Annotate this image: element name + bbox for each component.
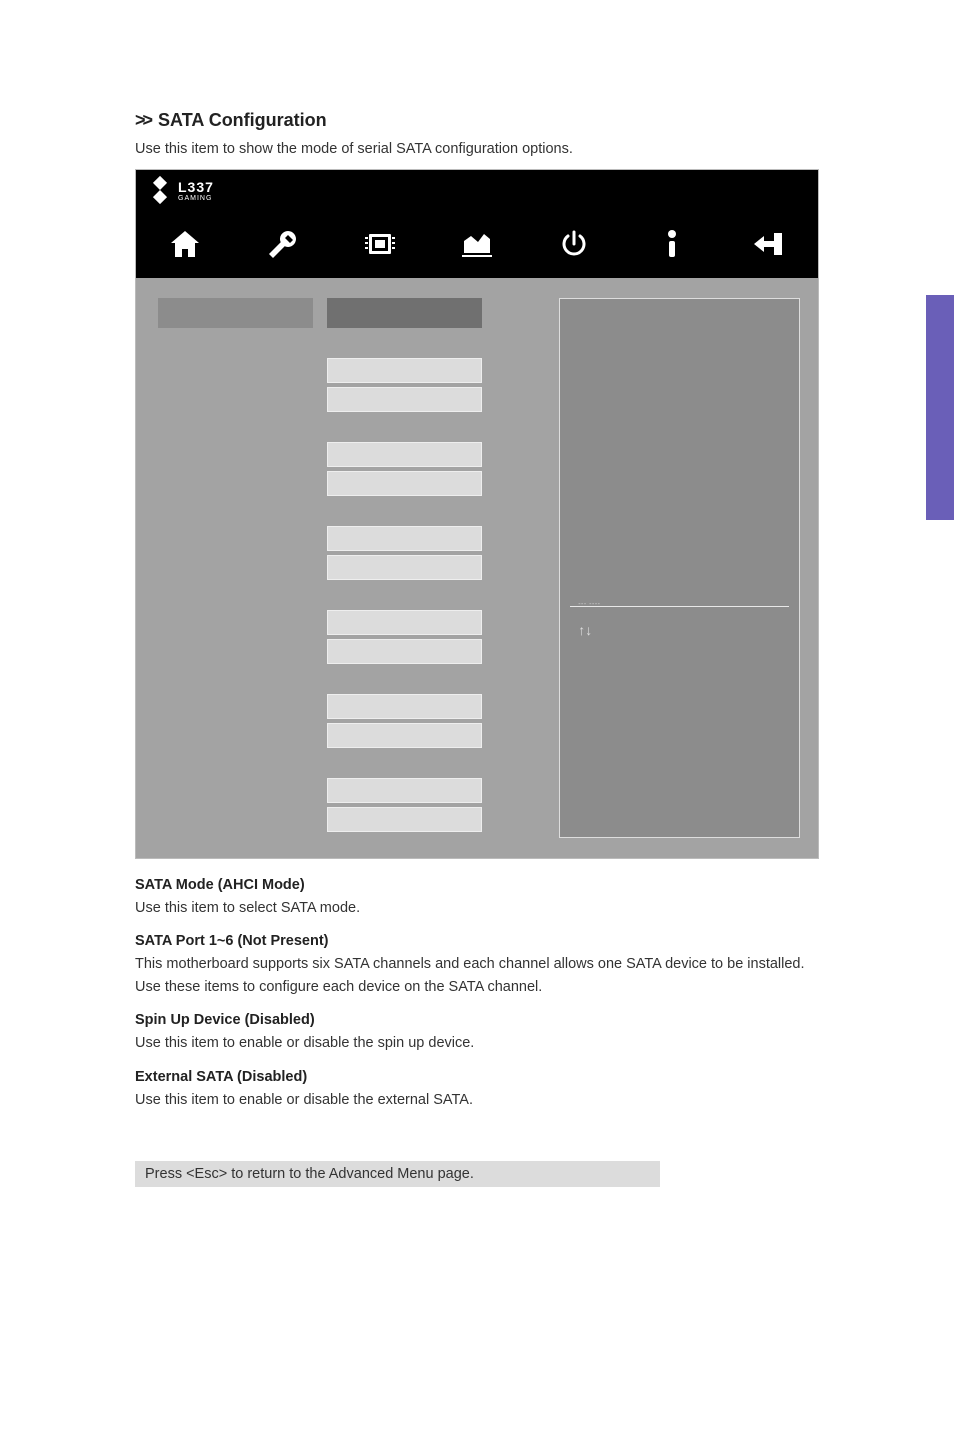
nav-tools[interactable]	[233, 229, 330, 259]
nav-home[interactable]	[136, 229, 233, 259]
logo-sub: GAMING	[178, 195, 214, 202]
port3-external[interactable]	[327, 555, 482, 580]
port4-external[interactable]	[327, 639, 482, 664]
bios-help-panel: --- ---- ↑↓	[559, 298, 800, 838]
chart-icon	[460, 229, 494, 259]
sata-ports-desc: This motherboard supports six SATA chann…	[135, 953, 819, 998]
help-divider	[570, 606, 789, 607]
nav-exit[interactable]	[721, 229, 818, 259]
info-icon	[662, 229, 682, 259]
port3-spinup[interactable]	[327, 526, 482, 551]
bios-screenshot: L337 GAMING	[135, 169, 819, 859]
sata-port-3-group	[158, 526, 531, 580]
section-intro: Use this item to show the mode of serial…	[135, 141, 819, 157]
sata-port-6-group	[158, 778, 531, 832]
exit-icon	[752, 229, 786, 259]
bios-right-panel: --- ---- ↑↓	[549, 278, 818, 858]
arrows-icon: ↑↓	[578, 622, 592, 638]
power-icon	[559, 229, 589, 259]
wrench-icon	[266, 229, 298, 259]
sata-mode-value[interactable]	[327, 298, 482, 328]
home-icon	[169, 229, 201, 259]
chevron-icon: >>	[135, 110, 150, 131]
spin-up-desc: Use this item to enable or disable the s…	[135, 1032, 819, 1054]
sata-mode-label	[158, 298, 313, 328]
sata-mode-desc: Use this item to select SATA mode.	[135, 897, 819, 919]
port2-external[interactable]	[327, 471, 482, 496]
sata-port-2-group	[158, 442, 531, 496]
esc-note: Press <Esc> to return to the Advanced Me…	[135, 1161, 660, 1187]
sata-port-5-group	[158, 694, 531, 748]
bios-body: --- ---- ↑↓	[136, 278, 818, 858]
logo-main: L337	[178, 179, 214, 195]
chip-icon	[362, 229, 398, 259]
bios-logo-bar: L337 GAMING	[136, 170, 818, 210]
descriptions: SATA Mode (AHCI Mode) Use this item to s…	[135, 877, 819, 1111]
sata-ports-heading: SATA Port 1~6 (Not Present)	[135, 933, 819, 949]
port1-external[interactable]	[327, 387, 482, 412]
port1-spinup[interactable]	[327, 358, 482, 383]
l337-diamond-icon	[146, 176, 174, 204]
port6-spinup[interactable]	[327, 778, 482, 803]
port2-spinup[interactable]	[327, 442, 482, 467]
external-sata-desc: Use this item to enable or disable the e…	[135, 1089, 819, 1111]
port5-external[interactable]	[327, 723, 482, 748]
section-title: SATA Configuration	[158, 110, 327, 131]
page-content: >> SATA Configuration Use this item to s…	[0, 0, 954, 1187]
sata-mode-heading: SATA Mode (AHCI Mode)	[135, 877, 819, 893]
sata-port-4-group	[158, 610, 531, 664]
nav-performance[interactable]	[428, 229, 525, 259]
nav-power[interactable]	[526, 229, 623, 259]
section-title-row: >> SATA Configuration	[135, 110, 819, 131]
spin-up-heading: Spin Up Device (Disabled)	[135, 1012, 819, 1028]
side-page-tab	[926, 295, 954, 520]
sata-port-1-group	[158, 358, 531, 412]
bios-nav-bar	[136, 210, 818, 278]
sata-mode-row[interactable]	[158, 298, 531, 328]
nav-advanced[interactable]	[331, 229, 428, 259]
bios-left-panel	[136, 278, 549, 858]
external-sata-heading: External SATA (Disabled)	[135, 1069, 819, 1085]
bios-logo-text: L337 GAMING	[178, 179, 214, 202]
port4-spinup[interactable]	[327, 610, 482, 635]
port5-spinup[interactable]	[327, 694, 482, 719]
help-subtext: --- ----	[578, 601, 600, 608]
nav-info[interactable]	[623, 229, 720, 259]
port6-external[interactable]	[327, 807, 482, 832]
